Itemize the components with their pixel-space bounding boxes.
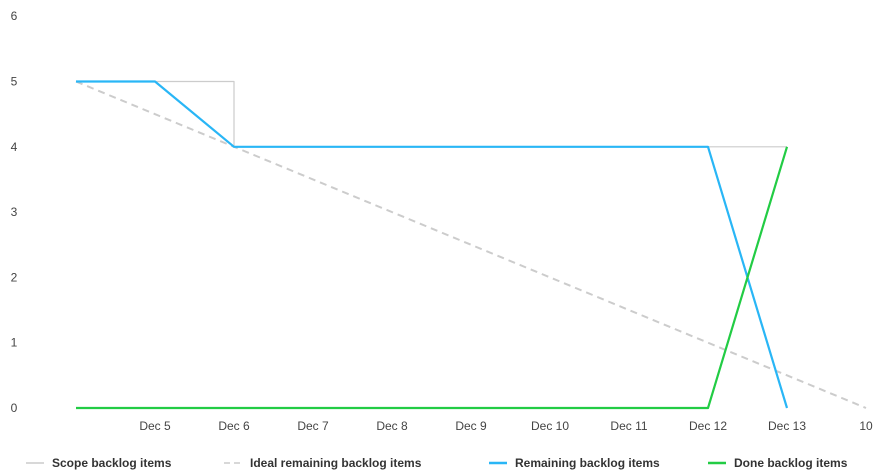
y-tick-label: 6 xyxy=(11,9,18,23)
legend: Scope backlog items Ideal remaining backl… xyxy=(26,456,848,470)
x-tick-label: Dec 11 xyxy=(610,419,647,433)
x-axis: Dec 5 Dec 6 Dec 7 Dec 8 Dec 9 Dec 10 Dec 11 Dec… xyxy=(139,419,873,433)
y-axis: 0 1 2 3 4 5 6 xyxy=(11,9,18,415)
x-tick-label: Dec 7 xyxy=(297,419,329,433)
y-tick-label: 1 xyxy=(11,336,18,350)
legend-label: Scope backlog items xyxy=(52,456,172,470)
x-tick-label: 10 xyxy=(859,419,873,433)
series-line-3 xyxy=(76,80,789,409)
x-tick-label: Dec 6 xyxy=(218,419,250,433)
legend-label: Ideal remaining backlog items xyxy=(250,456,422,470)
series-line-2 xyxy=(75,80,867,409)
y-tick-label: 2 xyxy=(11,270,18,284)
x-tick-label: Dec 8 xyxy=(376,419,408,433)
x-tick-label: Dec 12 xyxy=(689,419,727,433)
plot-area xyxy=(75,80,867,410)
legend-label: Remaining backlog items xyxy=(515,456,660,470)
x-tick-label: Dec 13 xyxy=(768,419,806,433)
y-tick-label: 5 xyxy=(11,75,18,89)
y-tick-label: 0 xyxy=(11,401,18,415)
legend-label: Done backlog items xyxy=(734,456,848,470)
series-line-1 xyxy=(76,80,787,148)
y-tick-label: 4 xyxy=(11,140,18,154)
x-tick-label: Dec 10 xyxy=(531,419,569,433)
y-tick-label: 3 xyxy=(11,205,18,219)
x-tick-label: Dec 9 xyxy=(455,419,487,433)
x-tick-label: Dec 5 xyxy=(139,419,171,433)
series-line-4 xyxy=(76,146,789,410)
